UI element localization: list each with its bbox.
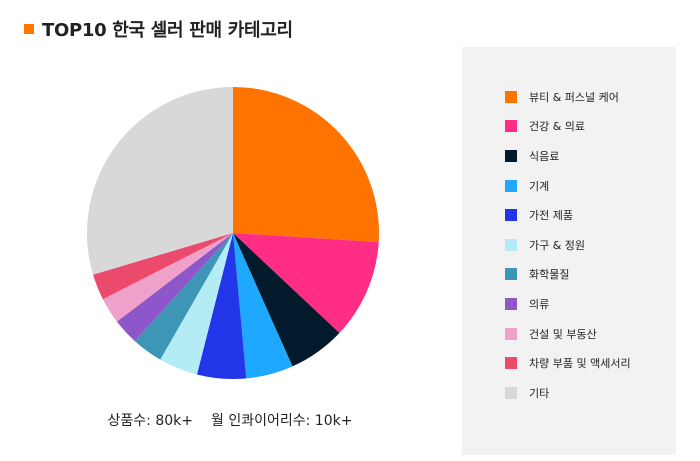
pie-slice-3 <box>233 233 340 367</box>
legend-swatch <box>505 327 517 340</box>
legend-item: 뷰티 & 퍼스널 케어 <box>505 82 631 112</box>
legend-swatch <box>505 357 517 370</box>
legend-label: 가구 & 정원 <box>529 238 586 252</box>
pie-slice-9 <box>102 233 233 322</box>
pie-slice-11 <box>86 87 234 275</box>
legend-item: 건강 & 의료 <box>505 112 631 142</box>
legend-label: 차량 부품 및 액세서리 <box>529 357 631 371</box>
pie-slice-6 <box>160 233 233 375</box>
pie-slice-1 <box>233 87 379 243</box>
legend-item: 차량 부품 및 액세서리 <box>505 348 631 378</box>
pie-slice-8 <box>116 233 233 342</box>
pie-chart <box>86 87 379 379</box>
monthly-inquiry-count: 월 인콰이어리수: 10k+ <box>211 413 353 429</box>
legend-label: 건강 & 의료 <box>529 120 586 134</box>
page-title-text: TOP10 한국 셀러 판매 카테고리 <box>42 20 293 41</box>
legend-swatch <box>505 120 517 133</box>
pie-slice-7 <box>134 233 233 360</box>
product-count: 상품수: 80k+ <box>107 413 194 429</box>
legend-swatch <box>505 297 517 310</box>
legend-swatch <box>505 179 517 192</box>
legend-item: 화학물질 <box>505 260 631 290</box>
legend-label: 기타 <box>529 386 550 400</box>
legend-item: 기타 <box>505 378 631 408</box>
legend-label: 건설 및 부동산 <box>529 327 597 341</box>
legend-item: 기계 <box>505 171 631 201</box>
pie-slice-5 <box>196 233 247 379</box>
page-title: TOP10 한국 셀러 판매 카테고리 <box>24 16 293 42</box>
pie-slice-4 <box>233 233 293 379</box>
legend-item: 건설 및 부동산 <box>505 319 631 349</box>
title-square-icon <box>24 24 34 34</box>
legend-swatch <box>505 268 517 281</box>
legend-label: 화학물질 <box>529 268 570 282</box>
pie-slice-2 <box>233 233 379 333</box>
stats-line: 상품수: 80k+ 월 인콰이어리수: 10k+ <box>80 410 380 430</box>
legend-item: 식음료 <box>505 141 631 171</box>
legend-swatch <box>505 386 517 399</box>
pie-slice-10 <box>93 233 233 300</box>
legend-label: 기계 <box>529 179 550 193</box>
legend-label: 식음료 <box>529 149 560 163</box>
legend-swatch <box>505 209 517 222</box>
legend-label: 가전 제품 <box>529 209 573 223</box>
legend-swatch <box>505 149 517 162</box>
legend-swatch <box>505 238 517 251</box>
legend-label: 의류 <box>529 297 550 311</box>
legend-swatch <box>505 90 517 103</box>
legend-item: 의류 <box>505 289 631 319</box>
legend-item: 가전 제품 <box>505 200 631 230</box>
legend-item: 가구 & 정원 <box>505 230 631 260</box>
legend-label: 뷰티 & 퍼스널 케어 <box>529 90 619 104</box>
